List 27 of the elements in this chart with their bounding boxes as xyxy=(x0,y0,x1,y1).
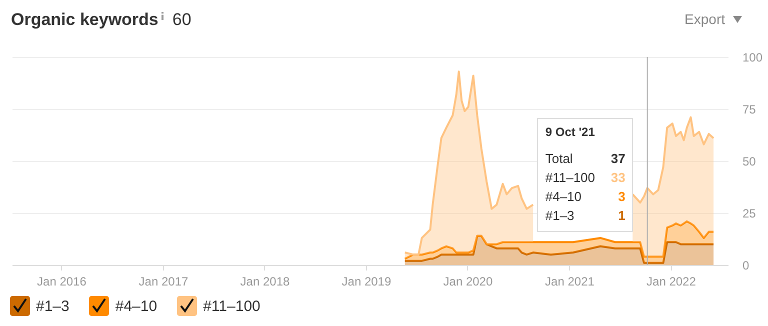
annotation: Total xyxy=(545,150,573,168)
text: Export xyxy=(684,11,725,27)
x-tick-label: Jan 2022 xyxy=(646,274,696,288)
text: 60 xyxy=(172,10,192,29)
annotation: #4–10 xyxy=(545,188,582,206)
y-tick-label: 50 xyxy=(742,154,756,168)
legend-label: #1–3 xyxy=(36,298,70,314)
annotation: 9 Oct '21 xyxy=(545,125,596,139)
x-tick-label: Jan 2020 xyxy=(443,274,493,288)
x-tick-label: Jan 2019 xyxy=(342,274,392,288)
x-tick-label: Jan 2021 xyxy=(545,274,595,288)
x-tick-label: Jan 2016 xyxy=(37,274,87,288)
y-tick-label: 0 xyxy=(742,258,750,272)
y-tick-label: 75 xyxy=(742,102,756,116)
annotation: 33 xyxy=(610,169,626,187)
legend-label: #4–10 xyxy=(115,298,158,314)
annotation: #1–3 xyxy=(545,207,574,225)
annotation: 1 xyxy=(618,207,626,225)
annotation: 37 xyxy=(610,150,626,168)
legend-label: #11–100 xyxy=(203,298,260,314)
x-tick-label: Jan 2018 xyxy=(240,274,290,288)
annotation: #11–100 xyxy=(545,169,596,187)
chart-title: Organic keywords xyxy=(11,10,158,29)
y-tick-label: 25 xyxy=(742,206,756,220)
x-tick-label: Jan 2017 xyxy=(138,274,188,288)
annotation: 3 xyxy=(618,188,626,206)
y-tick-label: 100 xyxy=(742,50,763,64)
